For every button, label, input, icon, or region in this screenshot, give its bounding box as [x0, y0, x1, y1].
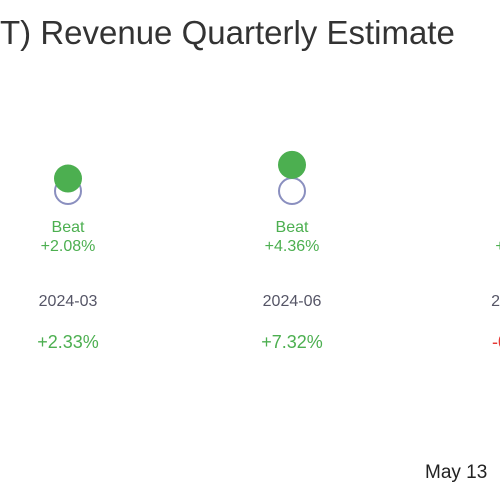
- result-label: Beat: [52, 219, 85, 236]
- actual-marker: [54, 164, 82, 193]
- footer-date: May 13: [425, 462, 488, 483]
- chart-title: T) Revenue Quarterly Estimate: [0, 14, 455, 51]
- actual-marker: [278, 150, 306, 179]
- quarter-label: 20: [491, 293, 500, 310]
- quarter-label: 2024-06: [263, 293, 322, 310]
- quarter-label: 2024-03: [39, 293, 98, 310]
- surprise-label: +: [495, 238, 500, 255]
- change-label: +2.33%: [37, 332, 99, 352]
- change-label: -0: [492, 332, 500, 352]
- estimate-marker: [278, 177, 306, 205]
- surprise-label: +2.08%: [41, 238, 96, 255]
- result-label: Beat: [276, 219, 309, 236]
- change-label: +7.32%: [261, 332, 323, 352]
- surprise-label: +4.36%: [265, 238, 320, 255]
